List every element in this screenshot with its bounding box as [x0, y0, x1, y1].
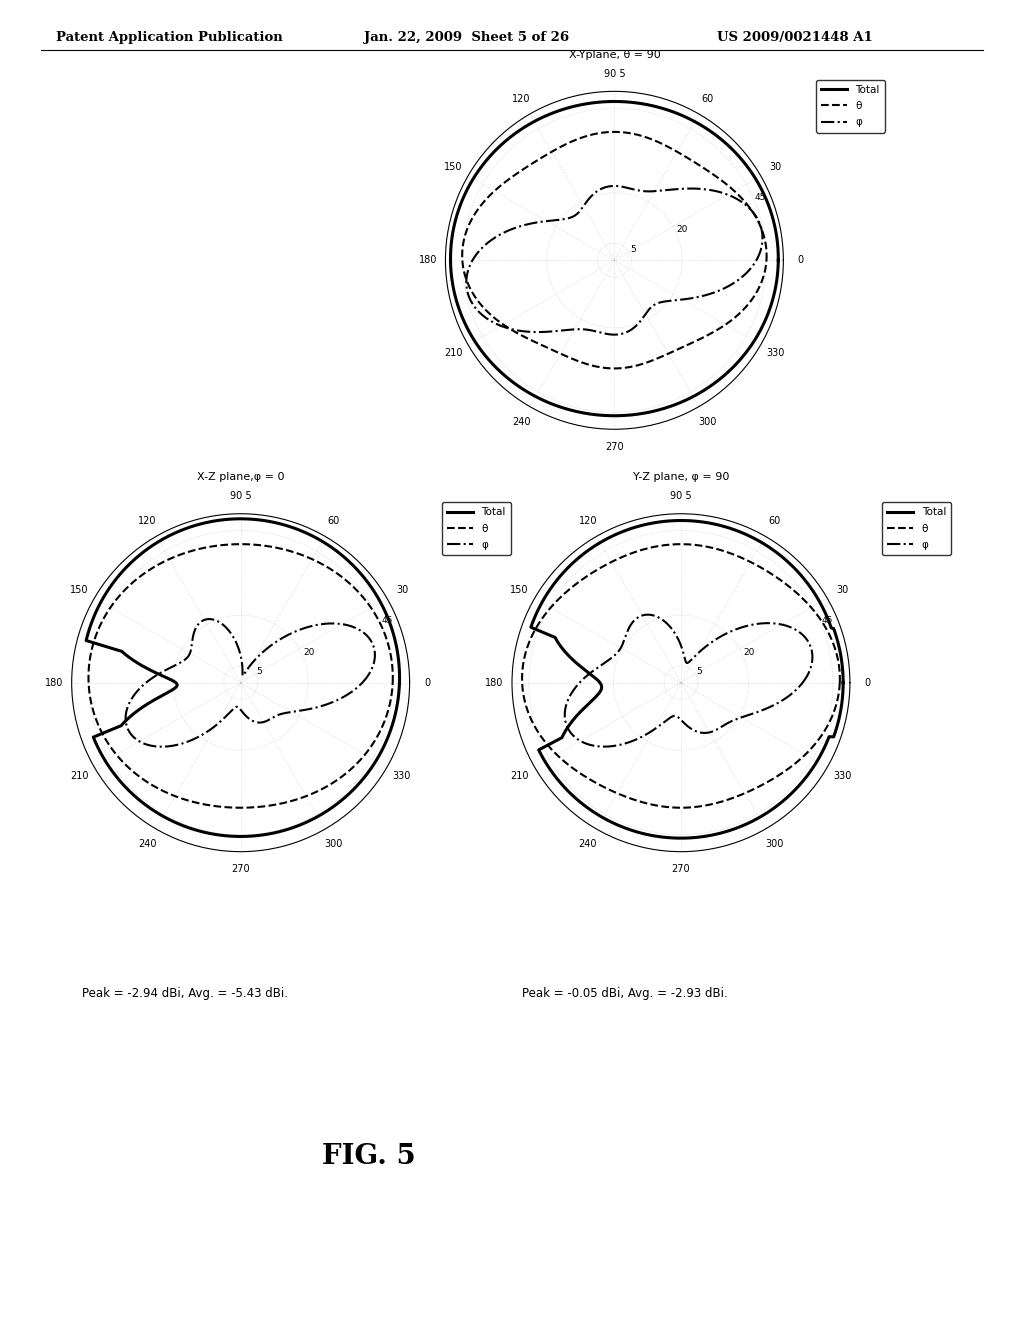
Text: Jan. 22, 2009  Sheet 5 of 26: Jan. 22, 2009 Sheet 5 of 26	[364, 32, 568, 44]
Title: Y-Z plane, φ = 90: Y-Z plane, φ = 90	[633, 473, 729, 482]
Title: X-Z plane,φ = 0: X-Z plane,φ = 0	[197, 473, 285, 482]
Legend: Total, θ, φ: Total, θ, φ	[441, 502, 511, 554]
Text: Peak = -0.05 dBi, Avg. = -2.93 dBi.: Peak = -0.05 dBi, Avg. = -2.93 dBi.	[522, 986, 728, 999]
Legend: Total, θ, φ: Total, θ, φ	[882, 502, 951, 554]
Legend: Total, θ, φ: Total, θ, φ	[815, 79, 885, 132]
Text: Patent Application Publication: Patent Application Publication	[56, 32, 283, 44]
Title: X-Yplane, θ = 90: X-Yplane, θ = 90	[568, 50, 660, 59]
Text: Peak = -2.94 dBi, Avg. = -5.43 dBi.: Peak = -2.94 dBi, Avg. = -5.43 dBi.	[82, 986, 288, 999]
Text: US 2009/0021448 A1: US 2009/0021448 A1	[717, 32, 872, 44]
Text: FIG. 5: FIG. 5	[322, 1143, 416, 1171]
